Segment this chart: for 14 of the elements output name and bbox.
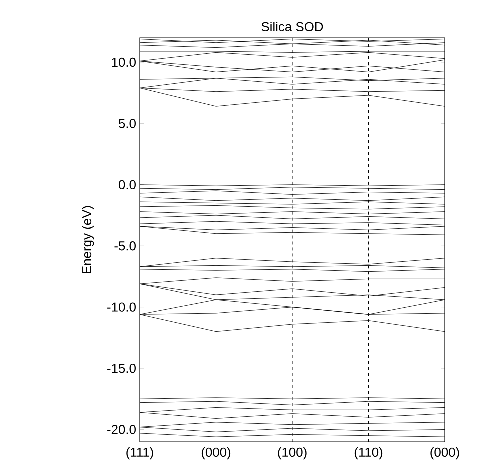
x-tick-label: (111) [126,448,154,460]
x-tick-label: (110) [354,448,383,460]
x-tick-label: (000) [202,448,231,460]
y-tick-label: 0.0 [118,180,136,190]
y-tick-label: 5.0 [118,119,136,128]
y-tick-label: -5.0 [114,242,136,251]
y-axis-title: Energy (eV) [82,206,94,274]
x-tick-label: (100) [278,448,307,460]
x-tick-label: (000) [430,448,460,460]
y-tick-label: -15.0 [108,364,136,374]
y-tick-label: -10.0 [108,302,136,312]
y-tick-label: -20.0 [108,425,136,434]
y-tick-label: 10.0 [112,58,136,68]
chart-title: Silica SOD [262,22,324,32]
